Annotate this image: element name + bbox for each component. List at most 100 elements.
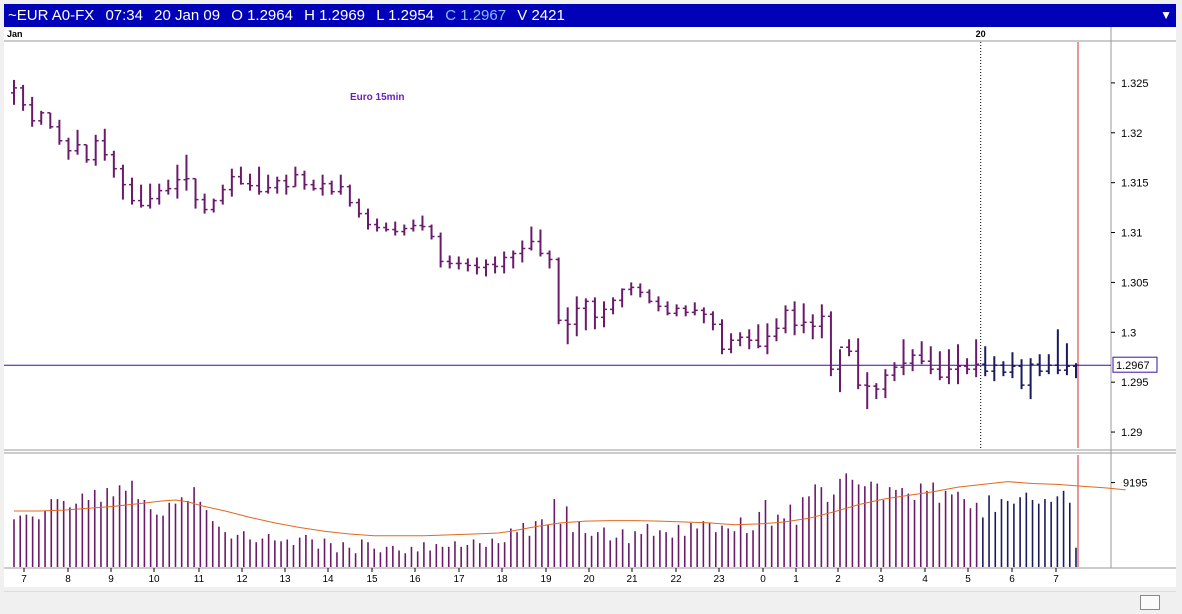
ohlc-bar[interactable] (65, 137, 72, 160)
ohlc-bar[interactable] (1063, 343, 1070, 376)
ohlc-bar[interactable] (419, 215, 426, 231)
ohlc-bar[interactable] (591, 297, 598, 330)
ohlc-bar[interactable] (764, 323, 771, 355)
ohlc-bar[interactable] (728, 333, 735, 354)
ohlc-bar[interactable] (628, 282, 635, 296)
ohlc-bar[interactable] (528, 226, 535, 251)
ohlc-bar[interactable] (601, 301, 607, 328)
ohlc-bar[interactable] (47, 112, 54, 129)
ohlc-bar[interactable] (147, 183, 154, 209)
price-panel[interactable]: Euro 15min (4, 42, 1111, 448)
ohlc-bar[interactable] (301, 170, 308, 190)
dropdown-arrow-icon[interactable]: ▼ (1160, 8, 1172, 22)
ohlc-bar[interactable] (473, 257, 480, 275)
ohlc-bar[interactable] (247, 173, 253, 191)
ohlc-bar[interactable] (174, 164, 181, 199)
ohlc-bar[interactable] (818, 304, 825, 339)
ohlc-bar[interactable] (237, 166, 244, 185)
ohlc-bar[interactable] (138, 184, 145, 208)
ohlc-bar[interactable] (964, 358, 971, 375)
ohlc-bar[interactable] (719, 319, 725, 355)
ohlc-bar[interactable] (537, 229, 544, 257)
ohlc-bar[interactable] (691, 302, 698, 316)
ohlc-bar[interactable] (755, 324, 762, 349)
ohlc-bar[interactable] (483, 259, 489, 277)
ohlc-bar[interactable] (165, 179, 172, 195)
ohlc-bar[interactable] (56, 119, 63, 145)
ohlc-bar[interactable] (673, 304, 680, 317)
ohlc-bar[interactable] (228, 168, 235, 197)
ohlc-bar[interactable] (682, 305, 689, 317)
ohlc-bar[interactable] (782, 305, 789, 334)
ohlc-bar[interactable] (619, 288, 626, 308)
ohlc-bar[interactable] (646, 289, 653, 304)
chart-svg[interactable]: Euro 15min Jan 201.3251.321.3151.311.3051… (4, 27, 1176, 587)
ohlc-bar[interactable] (183, 154, 190, 191)
ohlc-bar[interactable] (11, 79, 17, 105)
ohlc-bar[interactable] (510, 250, 517, 269)
ohlc-bar[interactable] (455, 256, 462, 270)
ohlc-bar[interactable] (437, 232, 444, 268)
ohlc-bar[interactable] (909, 349, 916, 372)
ohlc-bar[interactable] (38, 110, 45, 125)
ohlc-bar[interactable] (119, 164, 126, 200)
ohlc-bar[interactable] (709, 311, 716, 331)
ohlc-bar[interactable] (1027, 358, 1034, 400)
ohlc-bar[interactable] (328, 180, 335, 195)
ohlc-bar[interactable] (891, 362, 898, 382)
volume-panel[interactable] (13, 455, 1126, 567)
ohlc-bar[interactable] (610, 297, 617, 315)
ohlc-bar[interactable] (401, 224, 408, 236)
ohlc-bar[interactable] (945, 349, 952, 385)
ohlc-bar[interactable] (973, 339, 980, 378)
ohlc-bar[interactable] (274, 176, 281, 194)
ohlc-bar[interactable] (555, 257, 562, 325)
ohlc-bar[interactable] (292, 166, 299, 188)
ohlc-bar[interactable] (882, 369, 889, 399)
ohlc-bar[interactable] (1036, 354, 1043, 377)
ohlc-bar[interactable] (1009, 352, 1016, 379)
ohlc-bar[interactable] (936, 351, 943, 381)
ohlc-bar[interactable] (29, 96, 36, 127)
ohlc-bar[interactable] (101, 128, 108, 161)
ohlc-bar[interactable] (564, 307, 571, 345)
ohlc-bar[interactable] (219, 184, 226, 205)
ohlc-bar[interactable] (337, 174, 344, 195)
ohlc-bar[interactable] (955, 344, 961, 385)
ohlc-bar[interactable] (464, 258, 471, 272)
ohlc-bar[interactable] (319, 174, 326, 196)
ohlc-bar[interactable] (192, 177, 199, 209)
ohlc-bar[interactable] (791, 301, 798, 336)
ohlc-bar[interactable] (210, 198, 217, 213)
ohlc-bar[interactable] (846, 339, 853, 357)
ohlc-bar[interactable] (737, 332, 744, 347)
ohlc-bar[interactable] (773, 318, 780, 342)
ohlc-bar[interactable] (664, 301, 671, 316)
ohlc-bar[interactable] (383, 222, 390, 232)
ohlc-bar[interactable] (637, 283, 644, 298)
ohlc-bar[interactable] (873, 383, 880, 400)
ohlc-bar[interactable] (800, 303, 807, 334)
ohlc-bar[interactable] (355, 198, 362, 218)
ohlc-bar[interactable] (310, 179, 317, 191)
ohlc-bar[interactable] (1045, 354, 1052, 375)
ohlc-bar[interactable] (410, 219, 417, 232)
ohlc-bar[interactable] (92, 134, 99, 166)
ohlc-bar[interactable] (982, 346, 989, 377)
chart-window[interactable]: Euro 15min Jan 20 1.325 1.32 1.315 1.31 1.305 1… (4, 27, 1176, 587)
ohlc-bar[interactable] (855, 338, 862, 390)
ohlc-bar[interactable] (283, 174, 290, 195)
ohlc-bar[interactable] (573, 296, 580, 337)
ohlc-bar[interactable] (446, 255, 453, 269)
ohlc-bar[interactable] (83, 143, 90, 163)
ohlc-bar[interactable] (374, 218, 381, 232)
ohlc-bar[interactable] (365, 208, 371, 230)
ohlc-bar[interactable] (501, 251, 508, 274)
ohlc-bar[interactable] (655, 296, 662, 312)
ohlc-bar[interactable] (546, 250, 553, 269)
ohlc-bar[interactable] (156, 183, 163, 205)
scrollbar-thumb[interactable] (1140, 595, 1160, 610)
ohlc-bar[interactable] (265, 174, 272, 194)
ohlc-bar[interactable] (582, 298, 589, 331)
ohlc-bar[interactable] (809, 314, 816, 340)
